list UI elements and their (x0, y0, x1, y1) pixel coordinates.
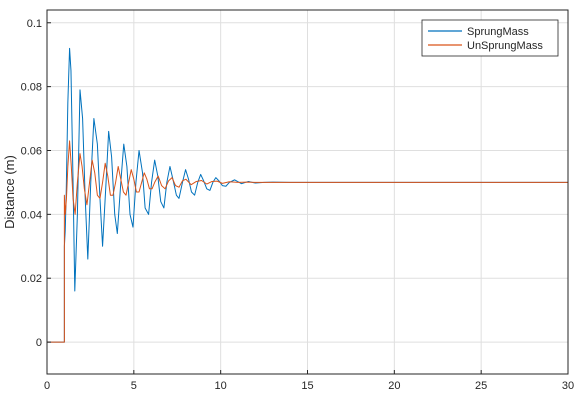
x-tick-label: 30 (562, 380, 574, 392)
y-tick-label: 0.04 (21, 209, 42, 221)
legend: SprungMass UnSprungMass (421, 19, 559, 57)
x-tick-label: 10 (215, 380, 227, 392)
x-tick-label: 5 (131, 380, 137, 392)
y-tick-label: 0.02 (21, 273, 42, 285)
x-tick-label: 15 (301, 380, 313, 392)
series-line-unsprungmass (47, 140, 568, 343)
y-tick-label: 0.1 (27, 18, 42, 30)
x-tick-label: 0 (44, 380, 50, 392)
x-tick-label: 25 (475, 380, 487, 392)
x-tick-label: 20 (388, 380, 400, 392)
y-axis: 0 0.02 0.04 0.06 0.08 0.1 (21, 18, 51, 349)
series-layer (47, 47, 568, 343)
legend-entry: SprungMass (467, 26, 529, 38)
legend-box (421, 19, 559, 57)
x-axis: 0 5 10 15 20 25 30 (44, 370, 574, 392)
y-tick-label: 0 (36, 337, 42, 349)
y-tick-label: 0.08 (21, 82, 42, 94)
y-tick-label: 0.06 (21, 145, 42, 157)
legend-entry: UnSprungMass (467, 40, 543, 52)
y-axis-label: Distance (m) (2, 155, 17, 229)
